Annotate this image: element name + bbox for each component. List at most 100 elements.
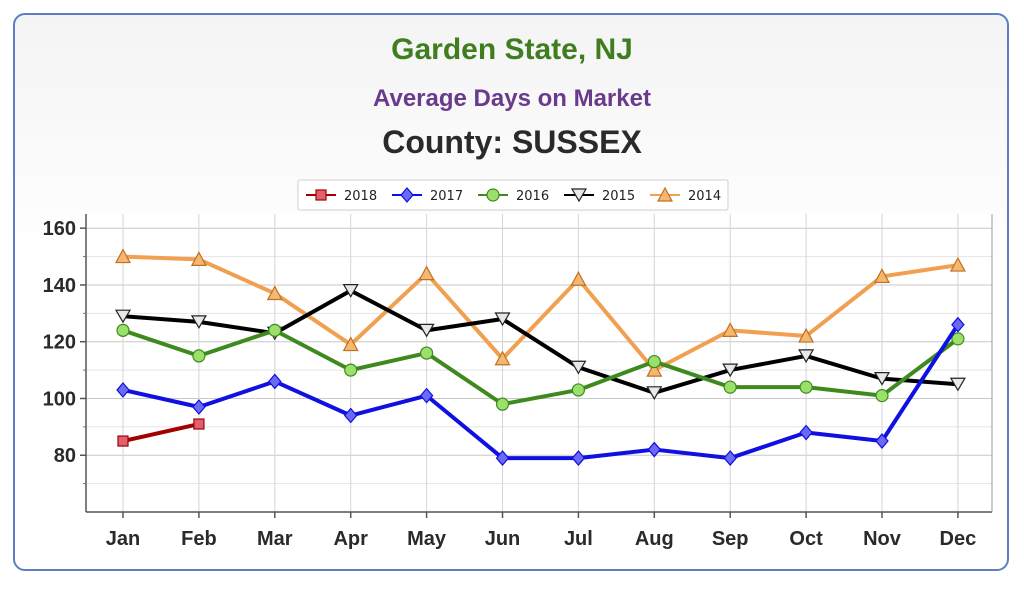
data-point-2016 [192, 349, 206, 363]
data-point-2017 [723, 450, 737, 466]
y-tick-label: 80 [54, 445, 76, 467]
data-point-2016 [571, 383, 586, 397]
legend-label: 2018 [344, 189, 377, 204]
data-point-2017 [268, 373, 282, 390]
x-tick-label: Dec [940, 528, 977, 550]
data-point-2015 [114, 309, 132, 324]
series-layer [114, 248, 966, 466]
series-line-2018 [121, 422, 201, 444]
data-point-2015 [798, 349, 815, 364]
y-tick-label: 120 [43, 332, 76, 354]
legend: 2018 2017 2016 2015 2014 [297, 179, 729, 211]
series-2017 [116, 316, 965, 466]
data-point-2015 [342, 284, 359, 298]
data-point-2016 [647, 354, 661, 369]
data-point-2014 [494, 350, 511, 366]
data-point-2015 [949, 377, 966, 392]
data-point-2014 [646, 361, 663, 377]
legend-label: 2016 [516, 189, 549, 204]
legend-item-2014[interactable]: 2014 [650, 186, 721, 204]
data-point-2014 [798, 327, 815, 343]
legend-swatch-marker [570, 188, 588, 203]
data-point-2014 [949, 256, 966, 272]
data-point-2015 [190, 315, 207, 330]
data-point-2016 [951, 332, 965, 346]
data-point-2014 [570, 271, 587, 286]
chart-subtitle: Average Days on Market [373, 85, 651, 112]
legend-item-2018[interactable]: 2018 [306, 189, 377, 204]
x-tick-label: Jul [564, 528, 593, 550]
legend-swatch-marker [315, 189, 327, 201]
x-tick-label: May [407, 528, 447, 550]
y-tick-label: 160 [43, 218, 76, 240]
data-point-2017 [571, 450, 586, 466]
grid [86, 214, 992, 512]
x-tick-label: Feb [181, 528, 217, 550]
data-point-2016 [268, 323, 282, 337]
data-point-2014 [873, 268, 891, 284]
data-point-2014 [266, 285, 283, 301]
data-point-2017 [495, 450, 510, 466]
series-line-2016 [121, 328, 960, 407]
x-tick-label: Oct [789, 528, 823, 550]
data-point-2018 [117, 435, 129, 447]
x-tick-label: Jan [106, 528, 140, 550]
data-point-2014 [190, 251, 207, 267]
data-point-2014 [418, 265, 435, 281]
x-tick-label: Apr [333, 528, 368, 550]
series-2018 [117, 418, 205, 447]
data-point-2016 [116, 323, 130, 337]
data-point-2015 [873, 372, 891, 386]
data-point-2018 [193, 418, 205, 430]
chart-title: Garden State, NJ [391, 33, 633, 66]
data-point-2014 [114, 248, 132, 264]
data-point-2017 [192, 399, 206, 415]
data-point-2015 [570, 360, 587, 375]
legend-label: 2017 [430, 189, 463, 204]
x-tick-label: Mar [257, 528, 293, 550]
legend-item-2015[interactable]: 2015 [564, 188, 635, 204]
x-tick-label: Aug [635, 528, 674, 550]
data-point-2014 [342, 336, 359, 352]
legend-label: 2015 [602, 189, 635, 204]
data-point-2016 [799, 380, 813, 394]
data-point-2017 [116, 382, 130, 398]
data-point-2016 [495, 397, 510, 411]
x-tick-label: Nov [863, 528, 902, 550]
data-point-2017 [647, 441, 662, 458]
plot-area [86, 214, 992, 512]
data-point-2014 [722, 322, 739, 337]
data-point-2016 [723, 380, 737, 394]
data-point-2017 [951, 316, 965, 333]
series-2014 [114, 248, 966, 377]
series-2016 [116, 323, 965, 411]
legend-swatch-marker [656, 186, 674, 202]
data-point-2015 [494, 312, 511, 327]
x-tick-label: Sep [712, 528, 749, 550]
series-line-2014 [121, 254, 960, 373]
data-point-2017 [419, 387, 434, 404]
legend-item-2017[interactable]: 2017 [392, 187, 463, 204]
data-point-2016 [420, 346, 434, 360]
legend-label: 2014 [688, 189, 721, 204]
x-tick-label: Jun [485, 528, 521, 550]
county-label: County: SUSSEX [382, 124, 642, 160]
data-point-2015 [722, 363, 739, 378]
y-tick-label: 100 [43, 388, 76, 410]
series-line-2015 [121, 288, 960, 395]
legend-swatch-marker [486, 188, 500, 202]
series-line-2017 [121, 322, 960, 461]
legend-swatch-marker [400, 187, 414, 203]
data-point-2016 [875, 389, 889, 403]
data-point-2017 [799, 424, 813, 441]
data-point-2017 [875, 433, 889, 449]
data-point-2017 [343, 407, 358, 424]
data-point-2015 [418, 323, 435, 338]
legend-box [297, 179, 729, 211]
data-point-2016 [344, 363, 358, 377]
y-tick-label: 140 [43, 275, 76, 297]
legend-item-2016[interactable]: 2016 [478, 188, 549, 204]
axes: 80 100 120 140 160 Jan Feb Mar Apr May Jun Jul Aug Se… [43, 214, 993, 550]
data-point-2015 [646, 386, 663, 400]
